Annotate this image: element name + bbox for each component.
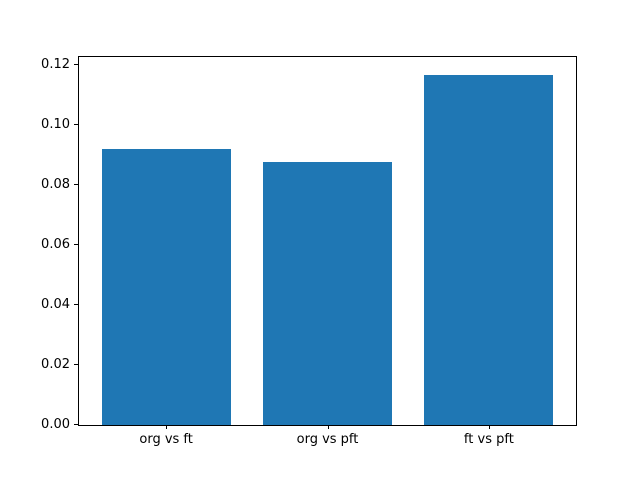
y-axis-tick <box>74 304 79 306</box>
x-axis-tick-label: org vs pft <box>296 432 359 447</box>
y-axis-tick-label: 0.08 <box>41 177 70 193</box>
x-axis-tick <box>327 425 329 429</box>
y-axis-tick <box>74 424 79 425</box>
y-axis-tick <box>74 124 79 126</box>
y-axis-tick <box>74 64 79 66</box>
x-axis-tick-label: org vs ft <box>139 432 193 447</box>
y-axis-tick <box>74 244 79 246</box>
y-axis-tick-label: 0.00 <box>41 417 70 432</box>
x-axis-tick <box>166 425 168 429</box>
y-axis-tick-label: 0.12 <box>41 57 70 73</box>
x-axis-tick-label: ft vs pft <box>463 432 514 447</box>
bar-ft-vs-pft <box>424 74 554 425</box>
bar-org-vs-pft <box>262 161 393 425</box>
x-axis-tick <box>488 425 490 429</box>
y-axis-tick-label: 0.10 <box>41 117 70 133</box>
bar-org-vs-ft <box>101 149 231 425</box>
y-axis-tick-label: 0.06 <box>41 237 70 253</box>
y-axis-tick-label: 0.04 <box>41 297 70 313</box>
y-axis-tick-label: 0.02 <box>41 357 70 373</box>
y-axis-tick <box>74 364 79 366</box>
y-axis-tick <box>74 184 79 186</box>
